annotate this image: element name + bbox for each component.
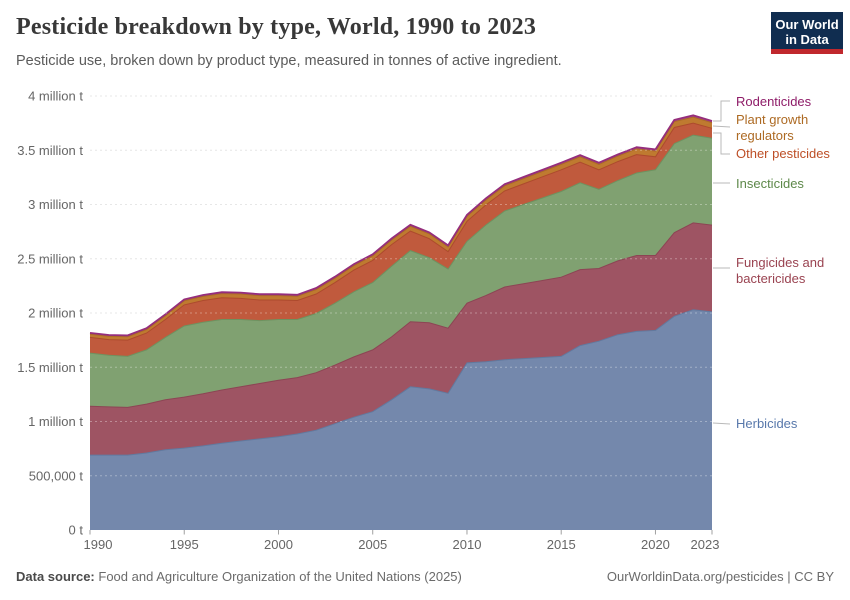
legend-item-insecticides[interactable]: Insecticides [736, 176, 804, 191]
footer-source: Data source: Food and Agriculture Organi… [16, 569, 462, 584]
chart-title: Pesticide breakdown by type, World, 1990… [16, 14, 537, 40]
area-edge-insecticides [89, 134, 713, 357]
area-edge-rodenticides [89, 114, 713, 337]
x-axis-label: 2005 [358, 537, 387, 552]
area-herbicides[interactable] [90, 309, 712, 530]
y-axis-label: 4 million t [28, 89, 83, 104]
x-axis-label: 2023 [691, 537, 720, 552]
x-axis-label: 1995 [170, 537, 199, 552]
legend-leader-line [712, 125, 731, 128]
legend-item-rodenticides[interactable]: Rodenticides [736, 94, 812, 109]
chart-subtitle: Pesticide use, broken down by product ty… [16, 53, 562, 69]
x-axis-label: 2010 [453, 537, 482, 552]
footer-source-label: Data source: [16, 569, 95, 584]
legend-leader-line [713, 132, 730, 155]
y-axis-label: 2 million t [28, 306, 83, 321]
y-axis-label: 1.5 million t [17, 360, 83, 375]
area-insecticides[interactable] [90, 135, 712, 408]
legend-item-herbicides[interactable]: Herbicides [736, 416, 798, 431]
legend-item-fungicides-and-bactericides[interactable]: Fungicides and bactericides [736, 255, 825, 286]
x-axis-label: 2015 [547, 537, 576, 552]
y-axis-label: 3.5 million t [17, 143, 83, 158]
x-axis-label: 1990 [84, 537, 113, 552]
owid-logo[interactable]: Our World in Data [771, 12, 843, 54]
y-axis-label: 2.5 million t [17, 251, 83, 266]
legend-item-other-pesticides[interactable]: Other pesticides [736, 146, 830, 161]
area-edge-fungicides-and-bactericides [89, 222, 713, 408]
legend-leader-line [713, 100, 730, 122]
legend-leader-line [712, 422, 731, 425]
x-axis-label: 2020 [641, 537, 670, 552]
owid-logo-text: Our World in Data [775, 17, 839, 47]
area-other-pesticides[interactable] [90, 123, 712, 357]
legend-item-plant-growth-regulators[interactable]: Plant growth regulators [736, 112, 809, 143]
x-axis-label: 2000 [264, 537, 293, 552]
footer-link[interactable]: OurWorldinData.org/pesticides | CC BY [606, 569, 834, 584]
y-axis-label: 500,000 t [29, 468, 84, 483]
y-axis-label: 3 million t [28, 197, 83, 212]
chart-legend: Rodenticides Plant growth regulators Other… [736, 0, 850, 560]
y-axis-label: 1 million t [28, 414, 83, 429]
area-fungicides-and-bactericides[interactable] [90, 222, 712, 456]
logo-red-bar [771, 49, 843, 54]
area-edge-other-pesticides [89, 122, 713, 341]
y-axis-label: 0 t [69, 523, 84, 538]
area-edge-plant-growth-regulators [89, 116, 713, 338]
area-edge-herbicides [90, 309, 713, 456]
footer-source-text: Food and Agriculture Organization of the… [98, 569, 462, 584]
